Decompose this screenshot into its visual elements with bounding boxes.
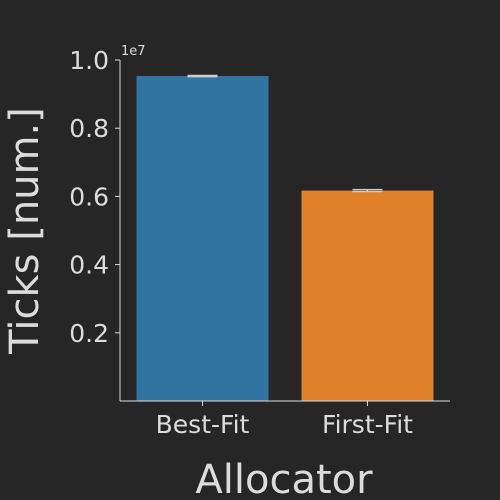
- x-ticks-group: Best-Fit First-Fit: [156, 401, 413, 439]
- bar-first-fit: [301, 190, 434, 401]
- x-tick-label: Best-Fit: [156, 410, 250, 439]
- y-tick-label: 0.4: [69, 251, 109, 280]
- y-ticks-group: 0.2 0.4 0.6 0.8 1.0: [69, 46, 120, 348]
- axes-group: [119, 60, 450, 402]
- x-tick-label: First-Fit: [322, 410, 413, 439]
- x-axis-label: Allocator: [195, 457, 373, 500]
- y-axis-offset-label: 1e7: [121, 44, 146, 59]
- bars-group: [136, 76, 434, 401]
- y-axis-label: Ticks [num.]: [2, 107, 48, 355]
- bar-best-fit: [136, 76, 269, 401]
- y-tick-label: 1.0: [69, 46, 109, 75]
- y-tick-label: 0.8: [69, 114, 109, 143]
- error-bars-group: [187, 74, 383, 193]
- error-bar-best-fit: [187, 74, 218, 78]
- y-tick-label: 0.2: [69, 319, 109, 348]
- error-bar-first-fit: [352, 188, 383, 193]
- y-tick-label: 0.6: [69, 182, 109, 211]
